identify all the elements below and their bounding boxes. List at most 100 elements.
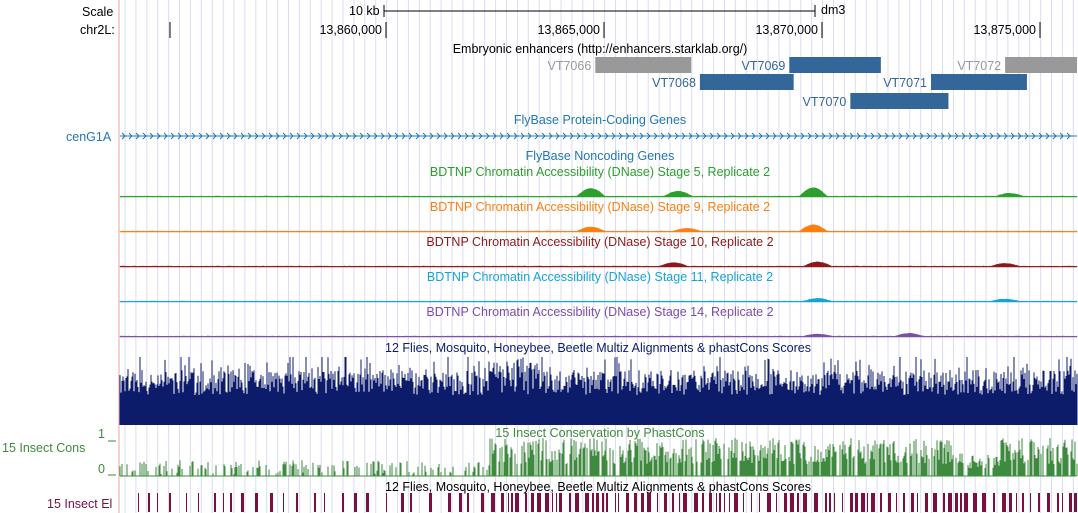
conserved-element[interactable] xyxy=(925,493,928,512)
conserved-element[interactable] xyxy=(743,493,744,512)
conserved-element[interactable] xyxy=(790,493,794,512)
conserved-element[interactable] xyxy=(223,493,224,512)
conserved-element[interactable] xyxy=(198,493,199,512)
conserved-element[interactable] xyxy=(888,493,891,512)
conserved-element[interactable] xyxy=(491,493,495,512)
conserved-element[interactable] xyxy=(834,493,835,512)
conserved-element[interactable] xyxy=(596,493,599,512)
conserved-element[interactable] xyxy=(664,493,667,512)
conserved-element[interactable] xyxy=(1009,493,1012,512)
conserved-element[interactable] xyxy=(575,493,579,512)
conserved-element[interactable] xyxy=(169,493,171,512)
conserved-element[interactable] xyxy=(148,493,150,512)
conserved-element[interactable] xyxy=(552,493,553,512)
conserved-element[interactable] xyxy=(525,493,527,512)
enhancer-label-VT7066[interactable]: VT7066 xyxy=(547,59,591,73)
conserved-element[interactable] xyxy=(467,493,469,512)
conserved-element[interactable] xyxy=(702,493,704,512)
conserved-element[interactable] xyxy=(814,493,818,512)
conserved-element[interactable] xyxy=(829,493,831,512)
conserved-element[interactable] xyxy=(602,493,604,512)
conserved-element[interactable] xyxy=(679,493,680,512)
conserved-element[interactable] xyxy=(734,493,738,512)
conserved-element[interactable] xyxy=(933,493,937,512)
conserved-element[interactable] xyxy=(719,493,721,512)
conserved-element[interactable] xyxy=(618,493,619,512)
conserved-element[interactable] xyxy=(448,493,451,512)
conserved-element[interactable] xyxy=(186,493,187,512)
conserved-element[interactable] xyxy=(767,493,771,512)
conserved-element[interactable] xyxy=(964,493,968,512)
conserved-element[interactable] xyxy=(903,493,905,512)
conserved-element[interactable] xyxy=(511,493,513,512)
conserved-element[interactable] xyxy=(729,493,730,512)
phastcons-side-label[interactable]: 15 Insect Cons xyxy=(2,441,85,455)
conserved-element[interactable] xyxy=(241,493,244,512)
conserved-element[interactable] xyxy=(545,493,549,512)
conserved-element[interactable] xyxy=(214,493,216,512)
conserved-element[interactable] xyxy=(1002,493,1006,512)
enhancer-label-VT7071[interactable]: VT7071 xyxy=(883,76,927,90)
conserved-element[interactable] xyxy=(410,493,412,512)
phastcons-track[interactable]: 15 Insect Conservation by PhastCons 15 I… xyxy=(2,426,1078,477)
elements-side-label[interactable]: 15 Insect El xyxy=(47,497,112,511)
conserved-element[interactable] xyxy=(386,493,387,512)
enhancer-label-VT7068[interactable]: VT7068 xyxy=(652,76,696,90)
conserved-element[interactable] xyxy=(569,493,571,512)
conserved-element[interactable] xyxy=(626,493,629,512)
conserved-element[interactable] xyxy=(270,493,273,512)
conserved-element[interactable] xyxy=(911,493,914,512)
conserved-element[interactable] xyxy=(230,493,232,512)
conserved-element[interactable] xyxy=(709,493,712,512)
enhancer-VT7069[interactable] xyxy=(789,57,881,73)
conserved-element[interactable] xyxy=(694,493,698,512)
conserved-element[interactable] xyxy=(354,493,357,512)
conserved-element[interactable] xyxy=(724,493,725,512)
protein-coding-track[interactable]: FlyBase Protein-Coding Genes cenG1A xyxy=(66,113,1077,144)
conserved-element[interactable] xyxy=(366,493,369,512)
conserved-element[interactable] xyxy=(943,493,945,512)
conserved-element[interactable] xyxy=(1062,493,1063,512)
conserved-element[interactable] xyxy=(896,493,897,512)
conserved-element[interactable] xyxy=(803,493,807,512)
conserved-element[interactable] xyxy=(948,493,952,512)
conserved-element[interactable] xyxy=(759,493,760,512)
conserved-element[interactable] xyxy=(993,493,995,512)
conserved-element[interactable] xyxy=(871,493,875,512)
conserved-element[interactable] xyxy=(606,493,608,512)
noncoding-track[interactable]: FlyBase Noncoding Genes xyxy=(526,149,675,163)
conserved-element[interactable] xyxy=(314,493,316,512)
conserved-element[interactable] xyxy=(537,493,541,512)
conserved-elements-track[interactable]: 12 Flies, Mosquito, Honeybee, Beetle Mul… xyxy=(47,480,1077,512)
conserved-element[interactable] xyxy=(776,493,777,512)
conserved-element[interactable] xyxy=(157,493,158,512)
conserved-element[interactable] xyxy=(342,493,344,512)
conserved-element[interactable] xyxy=(592,493,594,512)
multiz-track[interactable]: 12 Flies, Mosquito, Honeybee, Beetle Mul… xyxy=(119,341,1078,425)
conserved-element[interactable] xyxy=(459,493,462,512)
conserved-element[interactable] xyxy=(861,493,865,512)
conserved-element[interactable] xyxy=(559,493,562,512)
conserved-element[interactable] xyxy=(324,493,325,512)
conserved-element[interactable] xyxy=(917,493,918,512)
conserved-element[interactable] xyxy=(982,493,986,512)
conserved-element[interactable] xyxy=(138,493,139,512)
conserved-element[interactable] xyxy=(296,493,298,512)
conserved-element[interactable] xyxy=(797,493,799,512)
conserved-element[interactable] xyxy=(255,493,258,512)
gene-label-cenG1A[interactable]: cenG1A xyxy=(66,130,112,144)
conserved-element[interactable] xyxy=(647,493,651,512)
conserved-element[interactable] xyxy=(283,493,284,512)
enhancer-VT7066[interactable] xyxy=(595,57,692,73)
enhancer-VT7071[interactable] xyxy=(931,74,1027,90)
conserved-element[interactable] xyxy=(429,493,432,512)
conserved-element[interactable] xyxy=(880,493,882,512)
enhancer-VT7068[interactable] xyxy=(699,74,794,90)
conserved-element[interactable] xyxy=(1047,493,1050,512)
conserved-element[interactable] xyxy=(585,493,589,512)
conserved-element[interactable] xyxy=(867,493,868,512)
conserved-element[interactable] xyxy=(634,493,637,512)
enhancers-track[interactable]: Embryonic enhancers (http://enhancers.st… xyxy=(453,42,1077,109)
conserved-element[interactable] xyxy=(955,493,958,512)
